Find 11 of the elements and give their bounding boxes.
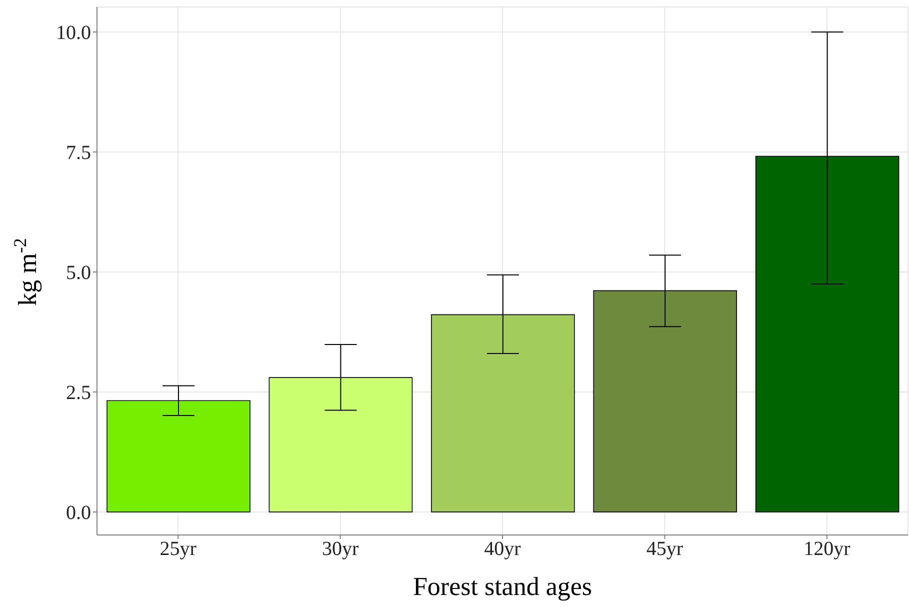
y-tick-label: 0.0 — [66, 502, 91, 524]
x-axis-title: Forest stand ages — [412, 572, 592, 601]
y-tick-label: 5.0 — [66, 262, 91, 284]
x-tick-label: 120yr — [804, 538, 851, 560]
x-tick-label: 40yr — [484, 538, 522, 560]
y-tick-label: 2.5 — [66, 382, 91, 404]
x-tick-label: 45yr — [646, 538, 684, 560]
y-tick-label: 10.0 — [56, 22, 91, 44]
x-tick-label: 30yr — [322, 538, 359, 560]
x-tick-label: 25yr — [160, 538, 197, 560]
y-tick-label: 7.5 — [66, 142, 91, 164]
